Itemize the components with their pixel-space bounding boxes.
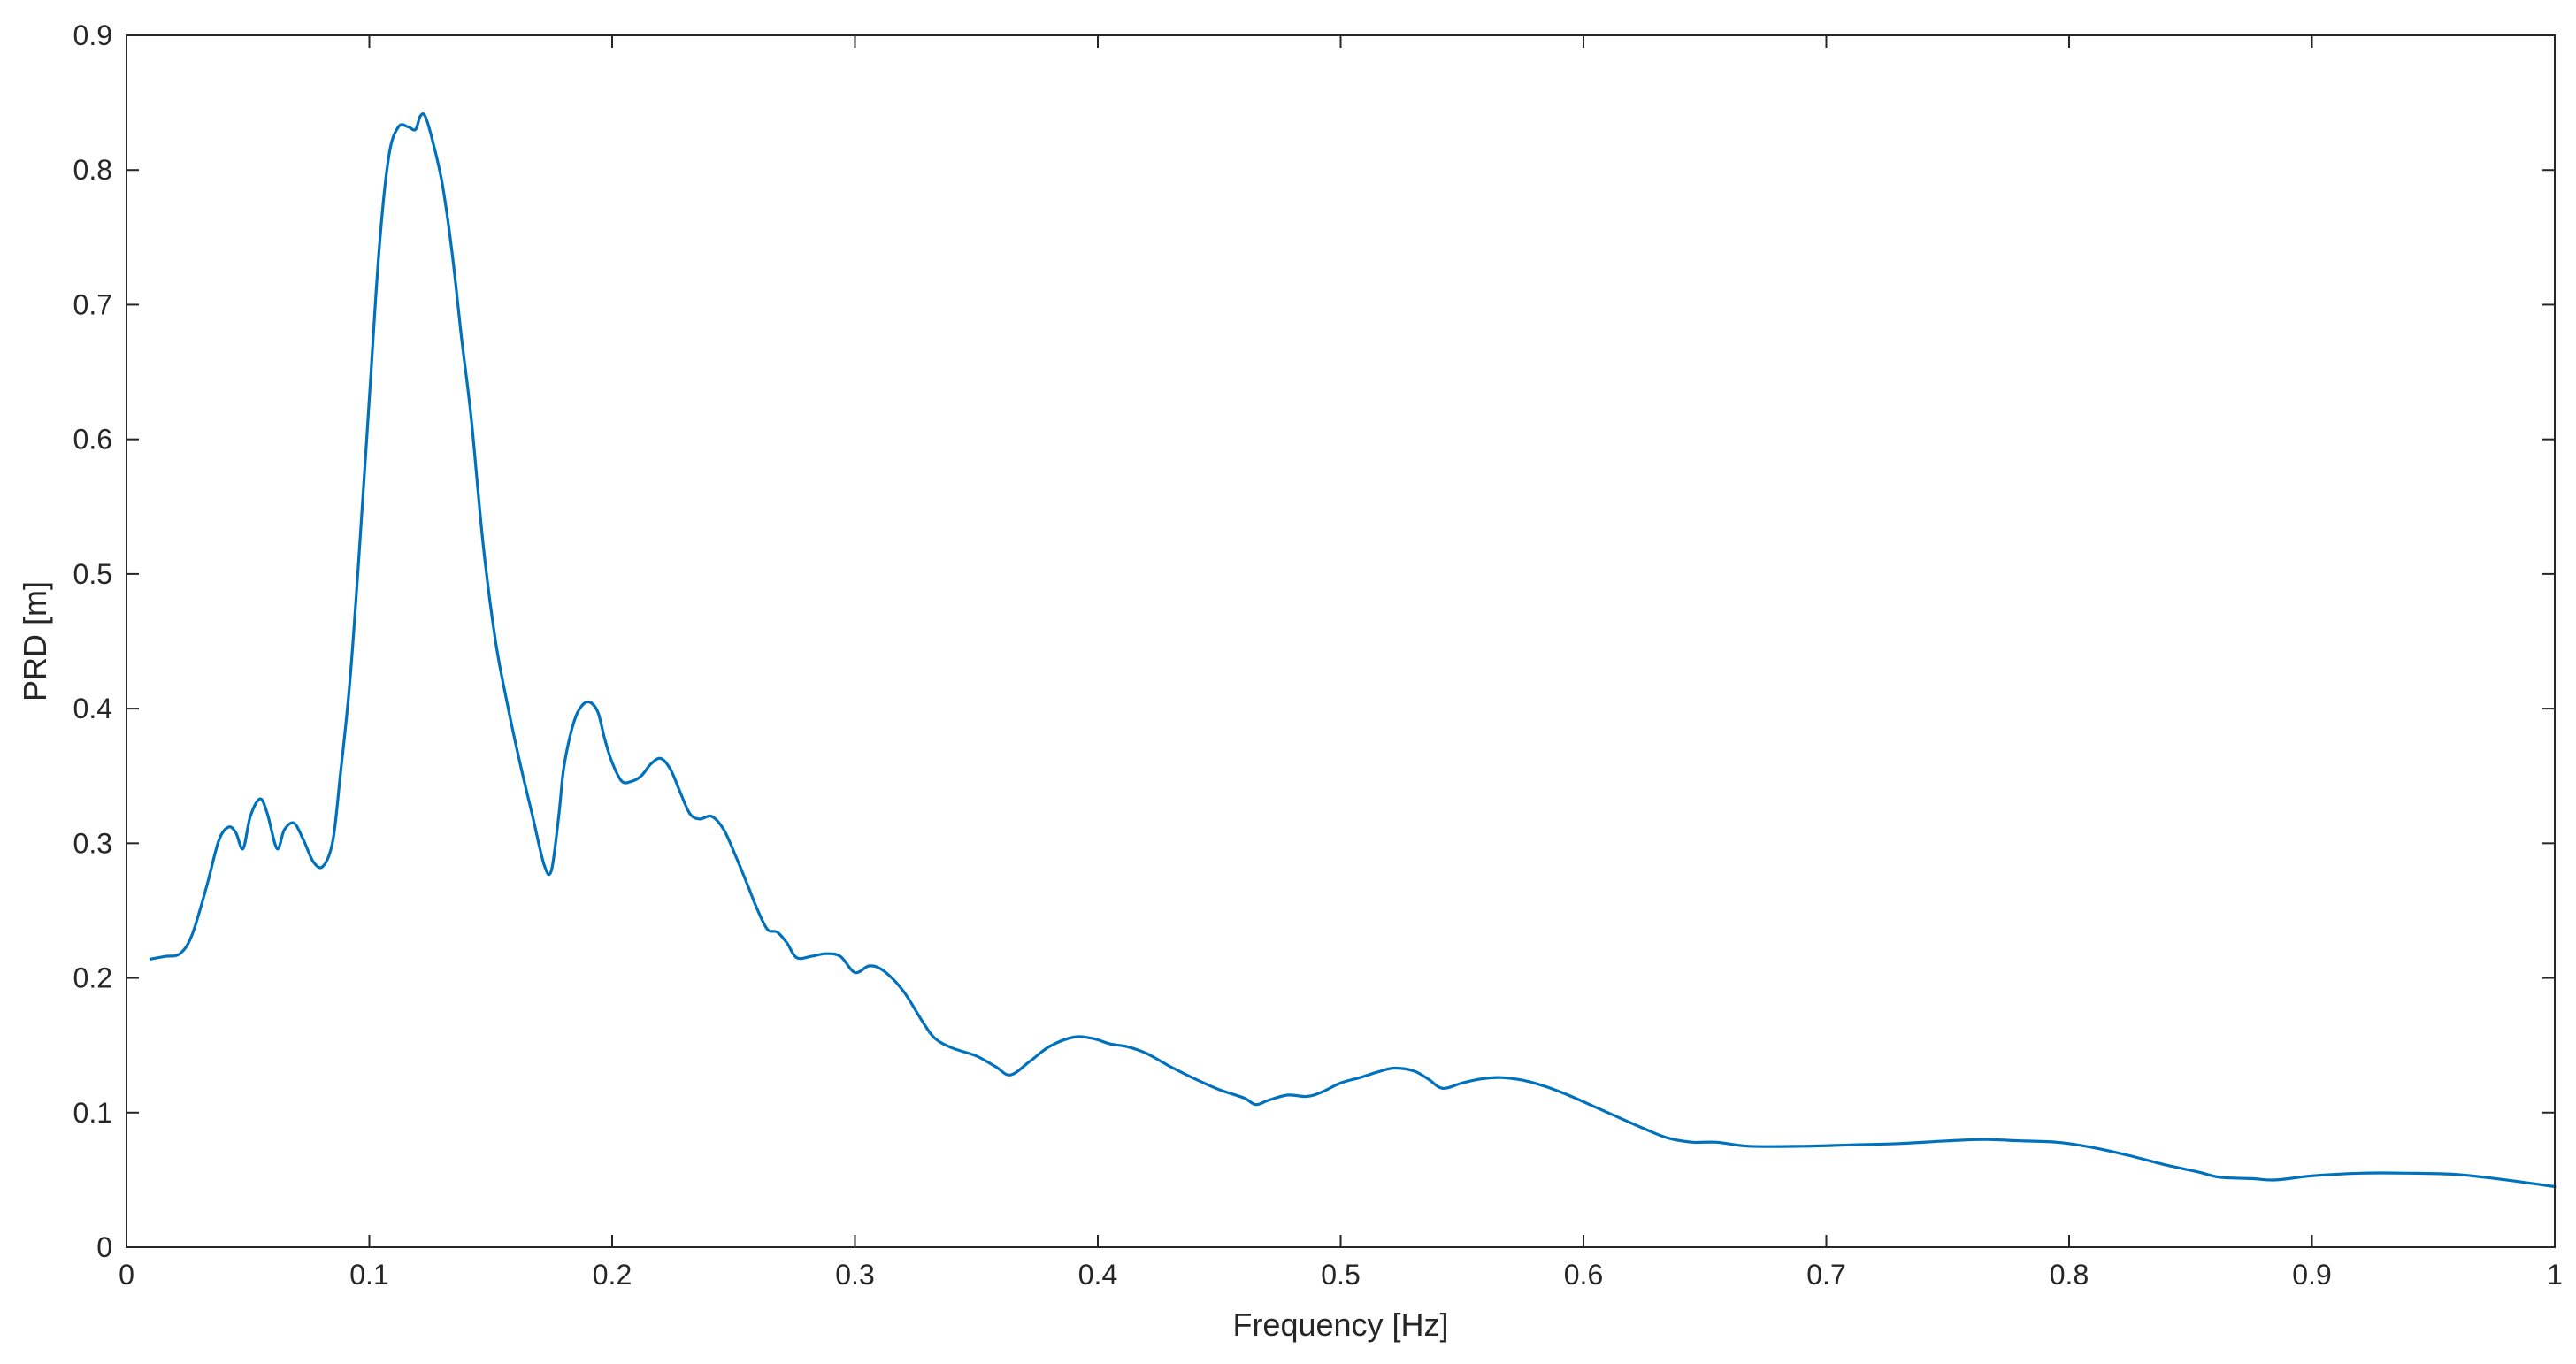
x-tick-labels: 0 0.1 0.2 0.3 0.4 0.5 0.6 0.7 0.8 0.9 1 [119, 1259, 2563, 1291]
x-tick-label: 0.5 [1321, 1259, 1360, 1291]
y-tick-label: 0.3 [73, 827, 112, 859]
y-tick-label: 0.4 [73, 693, 112, 724]
x-tick-label: 0.7 [1806, 1259, 1845, 1291]
x-tick-label: 0.8 [2050, 1259, 2089, 1291]
y-tick-label: 0.2 [73, 962, 112, 994]
y-tick-label: 0.8 [73, 154, 112, 186]
x-tick-label: 0.2 [593, 1259, 632, 1291]
y-tick-label: 0.5 [73, 558, 112, 590]
y-tick-label: 0.7 [73, 288, 112, 320]
y-tick-label: 0 [96, 1231, 112, 1263]
y-tick-label: 0.9 [73, 19, 112, 51]
x-tick-label: 1 [2547, 1259, 2563, 1291]
axes-frame [126, 34, 2556, 1248]
x-tick-label: 0.4 [1078, 1259, 1117, 1291]
y-tick-labels: 0 0.1 0.2 0.3 0.4 0.5 0.6 0.7 0.8 0.9 [73, 19, 112, 1263]
y-tick-label: 0.1 [73, 1097, 112, 1129]
x-tick-label: 0 [119, 1259, 134, 1291]
x-tick-label: 0.9 [2292, 1259, 2331, 1291]
x-tick-label: 0.3 [835, 1259, 874, 1291]
x-tick-label: 0.6 [1564, 1259, 1603, 1291]
series-line [149, 112, 2557, 1189]
x-axis-label: Frequency [Hz] [1232, 1307, 1448, 1343]
y-tick-label: 0.6 [73, 424, 112, 456]
y-axis-label: PRD [m] [17, 581, 53, 701]
x-tick-label: 0.1 [349, 1259, 388, 1291]
